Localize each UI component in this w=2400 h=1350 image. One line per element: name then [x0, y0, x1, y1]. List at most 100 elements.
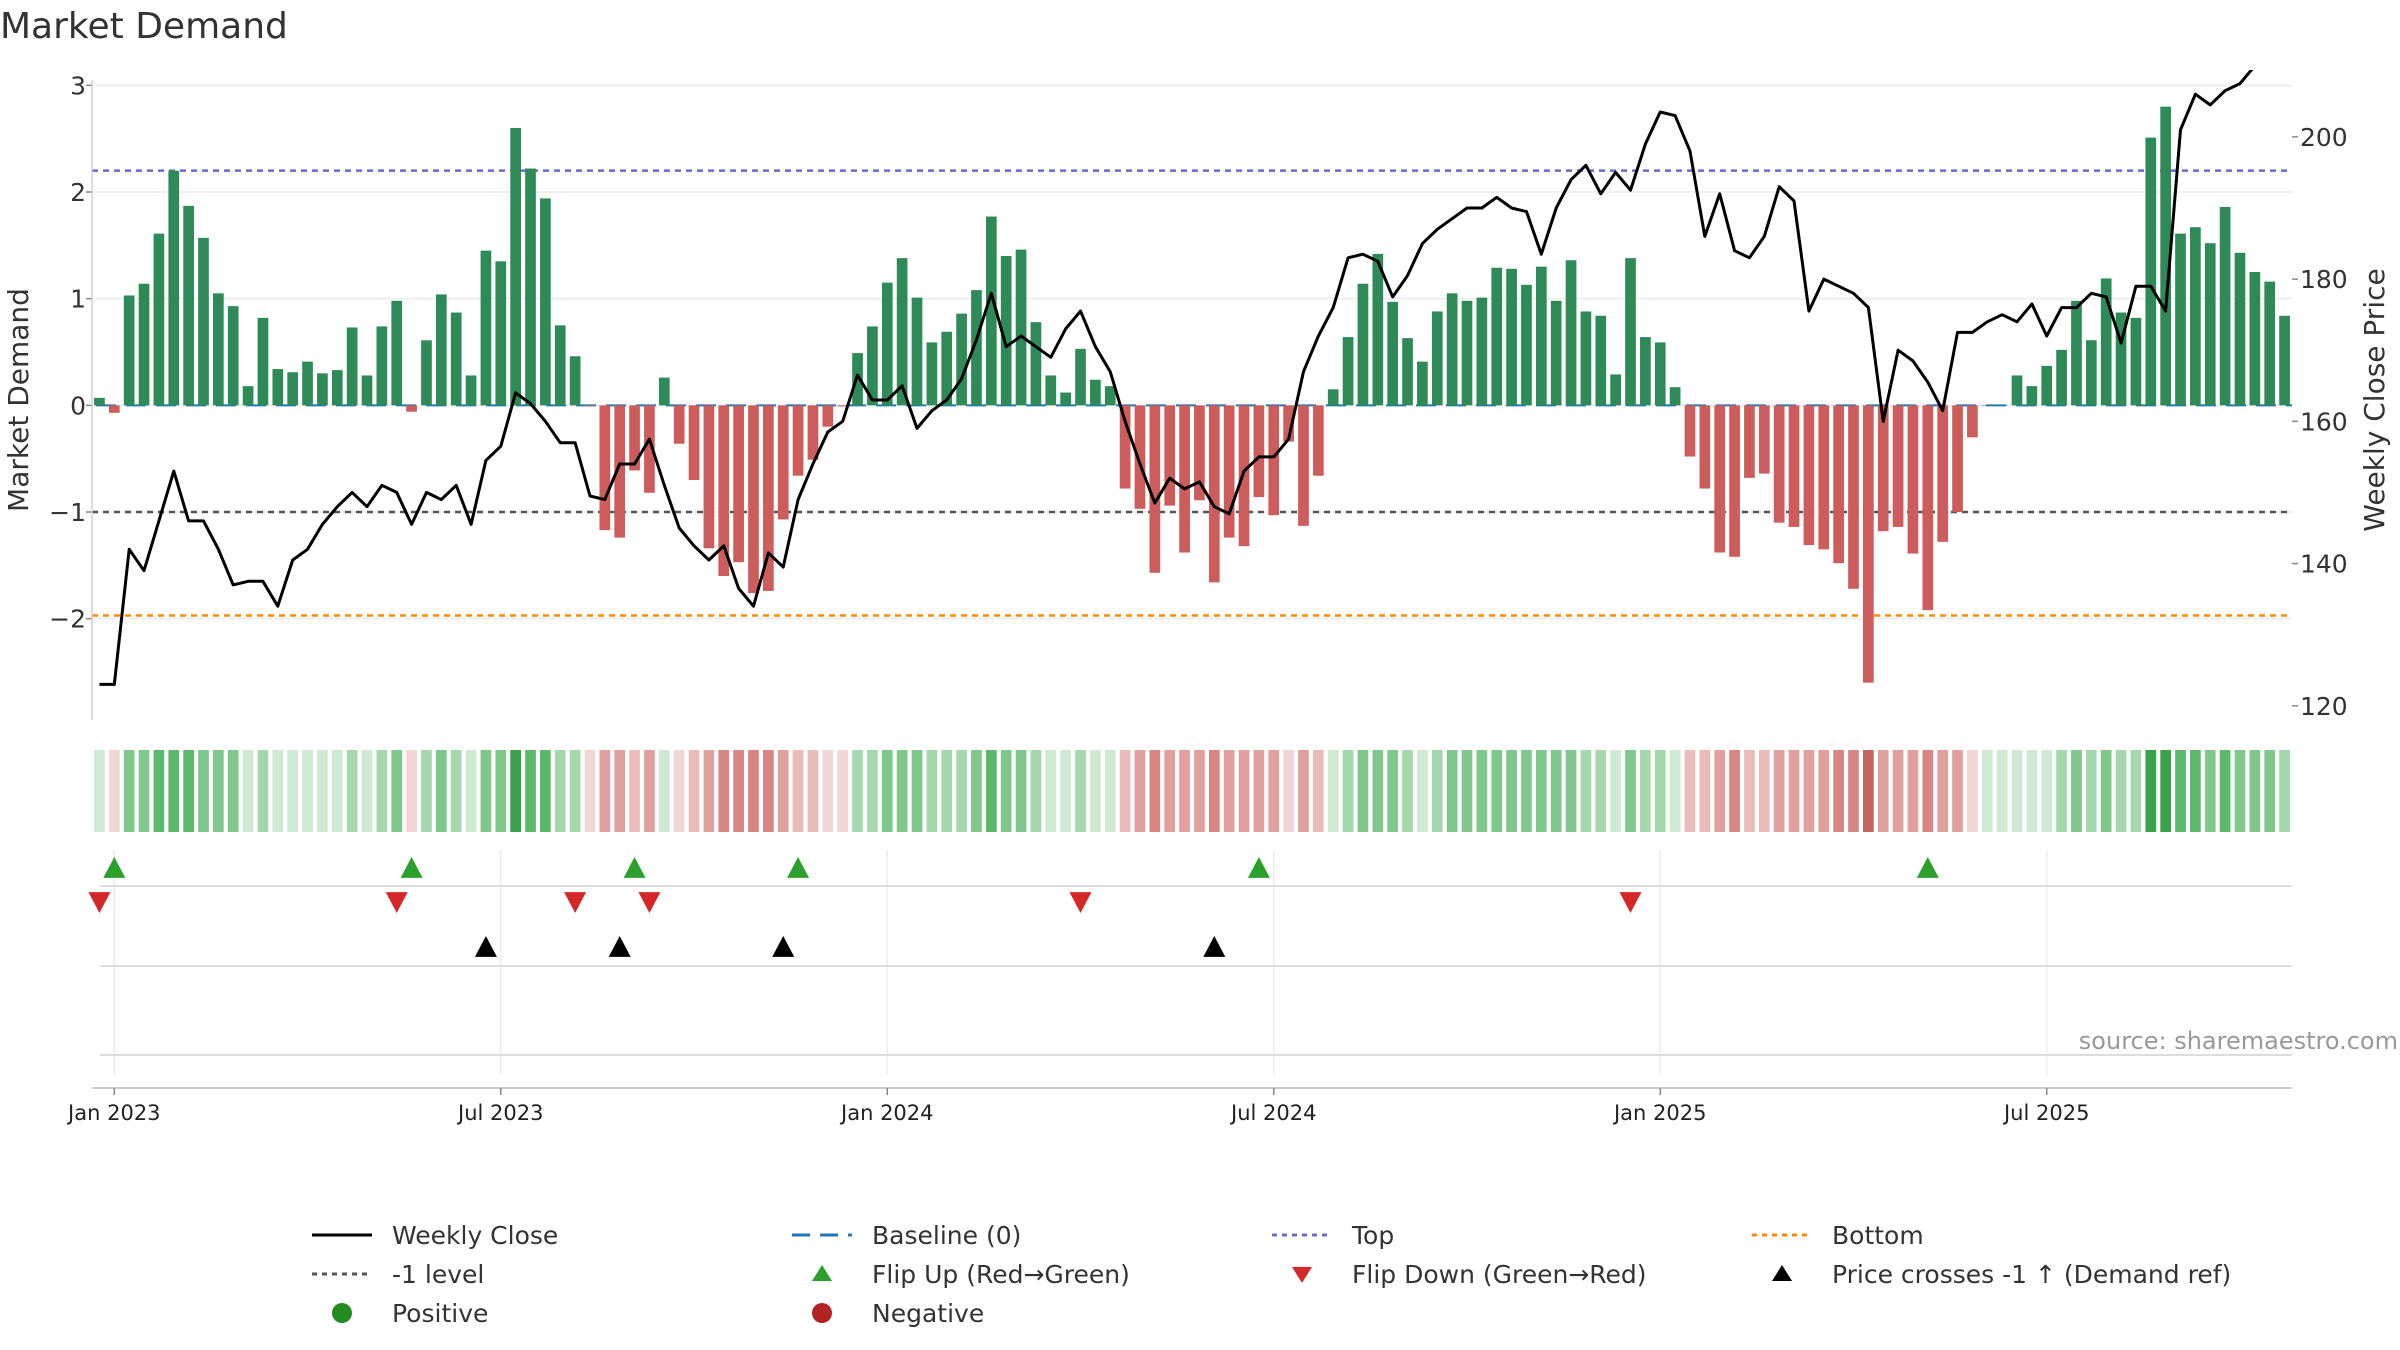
y-tick-label: 1	[70, 285, 86, 314]
heat-cell	[1967, 750, 1978, 832]
demand-bar	[822, 405, 834, 427]
demand-bar	[242, 386, 254, 406]
price-line-layer	[99, 70, 2254, 686]
demand-bar	[1446, 293, 1458, 406]
heat-cell	[435, 750, 447, 832]
legend-label-minus1: -1 level	[392, 1259, 485, 1289]
demand-bar	[926, 342, 938, 406]
demand-bar	[1922, 405, 1934, 611]
demand-bar	[1699, 405, 1711, 489]
heat-cell	[421, 750, 432, 832]
heat-cell	[242, 750, 254, 832]
demand-bar	[1714, 405, 1726, 553]
demand-bar	[1907, 405, 1919, 554]
y-tick-label: −2	[49, 605, 86, 634]
demand-bar	[1134, 405, 1146, 509]
demand-bar	[257, 317, 269, 406]
heat-cell	[2100, 750, 2112, 832]
demand-bar	[703, 405, 715, 549]
demand-bar	[1179, 405, 1190, 553]
demand-bar	[2175, 233, 2186, 406]
heat-cell	[465, 750, 477, 832]
flip-up-marker	[400, 857, 423, 878]
demand-bar	[1833, 405, 1844, 564]
demand-bar	[108, 405, 120, 413]
demand-bar	[540, 198, 551, 406]
demand-bar	[1996, 405, 2008, 406]
legend-item-cross: Price crosses -1 ↑ (Demand ref)	[1750, 1256, 2231, 1292]
legend-label-cross: Price crosses -1 ↑ (Demand ref)	[1832, 1259, 2232, 1289]
legend-swatch-bottom	[1750, 1217, 1814, 1253]
heat-cell	[1149, 750, 1161, 832]
heat-cell	[1164, 750, 1176, 832]
price-cross-marker	[608, 936, 631, 957]
heat-cell	[763, 750, 774, 832]
legend-label-bottom: Bottom	[1832, 1220, 1924, 1250]
demand-bar	[2145, 137, 2157, 406]
demand-bar	[227, 306, 239, 406]
heat-cell	[1208, 750, 1220, 832]
demand-bar	[1015, 249, 1027, 406]
legend-item-flipdown: Flip Down (Green→Red)	[1270, 1256, 1647, 1292]
x-tick-label: Jul 2023	[456, 1101, 543, 1125]
heat-cell	[406, 750, 417, 832]
demand-bar	[673, 405, 685, 444]
demand-bar	[1788, 405, 1800, 527]
demand-bar	[1075, 348, 1086, 406]
demand-bar	[733, 405, 744, 563]
demand-bar	[1372, 253, 1384, 406]
heat-cell	[1640, 750, 1651, 832]
demand-bar	[1758, 405, 1770, 474]
heat-cell	[1952, 750, 1963, 832]
heat-cell	[1268, 750, 1280, 832]
y2-tick-label: 200	[2300, 123, 2348, 152]
heat-cell	[1431, 750, 1443, 832]
demand-bar	[2219, 206, 2231, 406]
demand-bar	[153, 233, 165, 406]
heat-cell	[1461, 750, 1473, 832]
weekly-close-line	[99, 70, 2254, 686]
demand-bar	[2056, 349, 2067, 406]
heat-cell	[1194, 750, 1205, 832]
flip-down-marker	[564, 892, 587, 913]
demand-bar	[465, 375, 477, 406]
demand-bar	[614, 405, 626, 538]
heat-cell	[956, 750, 967, 832]
heat-cell	[2279, 750, 2290, 832]
heat-cell	[748, 750, 759, 832]
demand-bar	[1491, 267, 1503, 406]
demand-bar	[168, 170, 180, 406]
demand-bar	[480, 250, 492, 406]
heat-cell	[584, 750, 596, 832]
demand-bar	[1357, 283, 1369, 406]
demand-bar	[1654, 342, 1666, 406]
heat-cell	[1298, 750, 1309, 832]
demand-bar	[1402, 338, 1413, 406]
heat-cell	[287, 750, 299, 832]
demand-bar	[1164, 405, 1176, 506]
flip-up-marker	[103, 857, 126, 878]
x-tick-label: Jul 2025	[2002, 1101, 2089, 1125]
y2-tick-label: 160	[2300, 407, 2348, 436]
demand-bar	[629, 405, 640, 471]
demand-bar	[331, 370, 343, 406]
demand-bar	[1431, 311, 1443, 406]
heat-cell	[2026, 750, 2038, 832]
demand-bar	[287, 372, 299, 406]
demand-bar	[391, 300, 403, 406]
demand-bar	[2264, 281, 2276, 406]
heat-cell	[881, 750, 893, 832]
heat-cell	[1090, 750, 1101, 832]
heat-cell	[1104, 750, 1116, 832]
demand-bar	[1342, 337, 1354, 406]
heat-cell	[718, 750, 730, 832]
demand-bar	[688, 405, 700, 480]
heat-cell	[450, 750, 462, 832]
legend-swatch-close	[310, 1217, 374, 1253]
legend: Weekly Close Baseline (0) Top Bottom -1 …	[0, 1200, 2400, 1330]
demand-bar	[881, 282, 893, 406]
legend-swatch-top	[1270, 1217, 1334, 1253]
heat-cell	[510, 750, 521, 832]
heat-cell	[896, 750, 908, 832]
x-tick-label: Jan 2023	[66, 1101, 161, 1125]
